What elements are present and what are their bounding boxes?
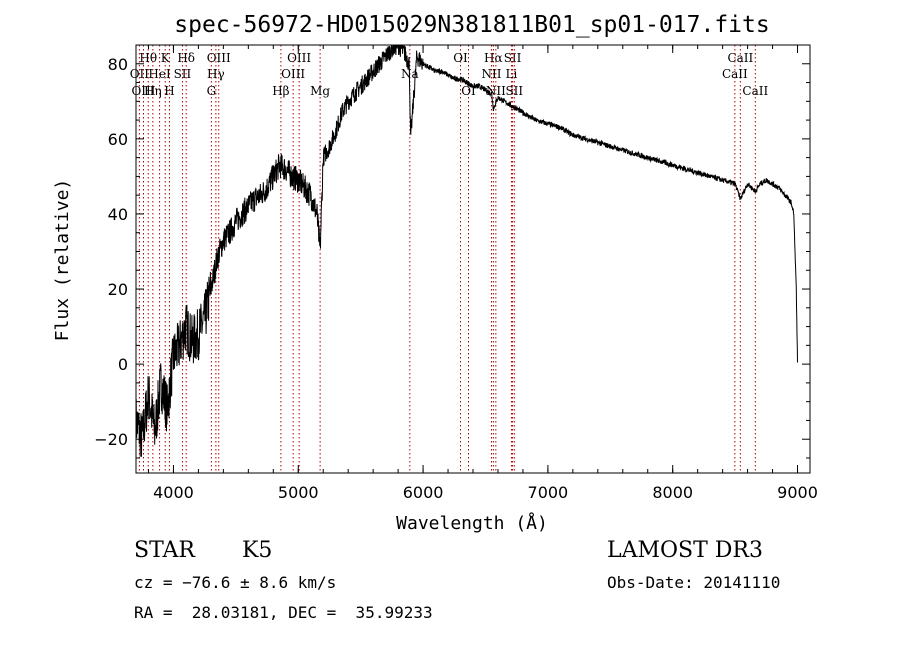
- spectral-line-label-19: Hα: [484, 51, 503, 65]
- y-tick-label-3: 40: [108, 205, 128, 224]
- x-tick-label-1: 5000: [278, 483, 319, 502]
- spectral-line-label-24: SII: [505, 84, 523, 98]
- y-tick-label-5: 80: [108, 55, 128, 74]
- spectral-line-label-12: Hβ: [272, 84, 289, 98]
- x-tick-label-4: 8000: [652, 483, 693, 502]
- spectral-line-label-5: Hη: [144, 84, 162, 98]
- spectral-line-label-1: OII: [130, 67, 150, 81]
- spectral-line-label-13: OIII: [287, 51, 311, 65]
- y-axis-label: Flux (relative): [52, 179, 73, 342]
- x-tick-label-5: 9000: [777, 483, 818, 502]
- object-subclass: K5: [242, 538, 273, 563]
- spectrum-series-line: [135, 44, 798, 457]
- spectral-line-label-14: OIII: [281, 67, 305, 81]
- spectral-line-label-7: SII: [174, 67, 192, 81]
- series-layer: [135, 44, 798, 457]
- spectral-line-label-20: NII: [481, 67, 501, 81]
- x-axis-label: Wavelength (Å): [396, 512, 548, 534]
- spectral-line-label-10: Hγ: [207, 67, 225, 81]
- plot-frame: [135, 44, 811, 474]
- spectral-line-label-3: K: [161, 51, 171, 65]
- spectral-line-label-8: Hδ: [177, 51, 195, 65]
- spectral-line-label-15: Mg: [310, 84, 330, 98]
- spectral-line-label-23: Li: [506, 67, 518, 81]
- y-tick-label-1: 0: [118, 355, 128, 374]
- redshift-value: cz = −76.6 ± 8.6 km/s: [134, 573, 337, 592]
- spectral-line-label-27: CaII: [742, 84, 768, 98]
- survey-name: LAMOST DR3: [607, 538, 763, 563]
- object-class: STAR: [134, 538, 195, 563]
- spectral-line-label-11: G: [207, 84, 217, 98]
- y-tick-label-4: 60: [108, 130, 128, 149]
- x-tick-label-0: 4000: [153, 483, 194, 502]
- spectral-line-label-6: H: [164, 84, 174, 98]
- spectral-line-label-26: CaII: [722, 67, 748, 81]
- x-tick-label-2: 6000: [403, 483, 444, 502]
- spectral-line-label-9: OIII: [207, 51, 231, 65]
- spectral-line-label-2: OIII: [131, 84, 155, 98]
- x-tick-label-3: 7000: [528, 483, 569, 502]
- spectral-line-label-25: CaII: [727, 51, 753, 65]
- chart-title: spec-56972-HD015029N381811B01_sp01-017.f…: [174, 12, 769, 38]
- spectral-line-label-0: Hθ: [139, 51, 157, 65]
- axis-ticks-layer: 4000 5000 6000 7000 8000 9000 −20 0 20 40 60 80: [94, 44, 818, 502]
- spectral-line-label-17: OI: [453, 51, 468, 65]
- y-tick-label-2: 20: [108, 280, 128, 299]
- y-tick-label-0: −20: [94, 430, 128, 449]
- spectral-line-label-22: SII: [504, 51, 522, 65]
- obs-date: Obs-Date: 20141110: [607, 573, 781, 592]
- spectral-line-label-4: HeI: [148, 67, 171, 81]
- coordinates: RA = 28.03181, DEC = 35.99233: [134, 603, 433, 622]
